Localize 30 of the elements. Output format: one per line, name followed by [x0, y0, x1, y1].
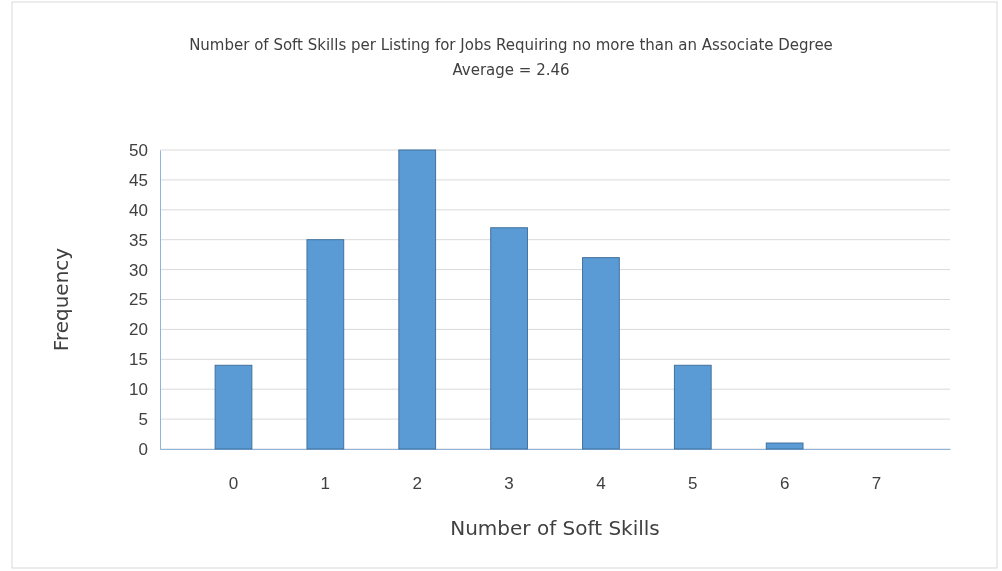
x-tick-label: 6 [779, 474, 790, 494]
chart-title: Number of Soft Skills per Listing for Jobs Requiring no more than an Associate Degree [189, 36, 833, 54]
x-axis-title: Number of Soft Skills [450, 516, 660, 540]
y-tick-label: 15 [129, 350, 148, 370]
y-tick-label: 50 [129, 140, 148, 160]
bar [582, 257, 620, 450]
y-tick-label: 35 [129, 230, 148, 250]
y-tick-label: 5 [138, 410, 148, 430]
bar [673, 364, 712, 450]
bar [765, 442, 804, 450]
y-tick-label: 20 [129, 320, 148, 340]
bar [306, 239, 345, 450]
x-tick-label: 4 [596, 474, 606, 494]
y-tick-label: 30 [129, 260, 148, 280]
x-tick-label: 5 [688, 474, 698, 494]
chart-subtitle: Average = 2.46 [452, 61, 570, 79]
x-tick-label: 7 [871, 474, 882, 494]
y-tick-label: 0 [138, 439, 148, 459]
x-tick-label: 3 [504, 474, 514, 494]
bar [398, 149, 437, 450]
y-tick-label: 25 [129, 290, 148, 310]
y-axis-title: Frequency [49, 247, 73, 352]
x-tick-label: 2 [412, 474, 422, 494]
y-tick-label: 45 [129, 170, 148, 190]
x-tick-label: 0 [228, 474, 239, 494]
bar [214, 364, 253, 450]
y-tick-label: 40 [129, 200, 148, 220]
y-tick-label: 10 [129, 380, 148, 400]
bar [490, 227, 528, 450]
x-tick-label: 1 [320, 474, 331, 494]
